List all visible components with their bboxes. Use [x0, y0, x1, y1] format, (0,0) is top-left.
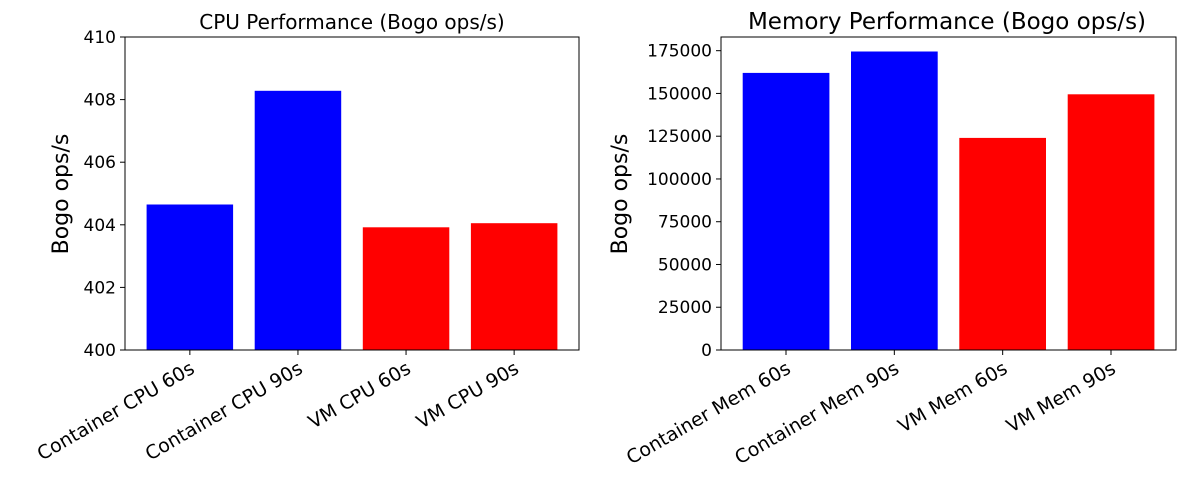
memory-y-tick-label: 25000	[658, 298, 712, 318]
cpu-bars	[146, 90, 558, 351]
memory-plot-frame	[720, 36, 1177, 351]
cpu-y-tick-label: 402	[84, 278, 116, 298]
cpu-y-ticks: 400 402 404 406 408 410	[84, 28, 125, 361]
memory-y-tick-label: 125000	[647, 127, 712, 147]
memory-y-tick-label: 100000	[647, 170, 712, 190]
cpu-bar-4	[470, 223, 558, 350]
cpu-performance-chart: CPU Performance (Bogo ops/s) Bogo ops/s …	[34, 10, 580, 465]
memory-y-tick-label: 50000	[658, 255, 712, 275]
memory-bars	[742, 51, 1155, 351]
memory-chart-title: Memory Performance (Bogo ops/s)	[748, 9, 1146, 35]
cpu-x-tick-label: VM CPU 60s	[305, 357, 415, 433]
cpu-chart-title: CPU Performance (Bogo ops/s)	[199, 10, 504, 34]
cpu-y-tick-label: 404	[84, 216, 116, 236]
memory-bar-3	[959, 137, 1046, 350]
memory-y-axis-label: Bogo ops/s	[608, 134, 633, 255]
memory-y-tick-label: 75000	[658, 213, 712, 233]
memory-bar-2	[851, 51, 938, 350]
memory-y-tick-label: 0	[701, 341, 712, 361]
cpu-y-tick-label: 408	[84, 91, 116, 111]
cpu-y-axis-label: Bogo ops/s	[49, 134, 74, 255]
memory-bar-4	[1067, 94, 1155, 350]
cpu-plot-frame	[124, 36, 580, 351]
cpu-bar-3	[362, 227, 450, 350]
cpu-y-tick-label: 400	[84, 341, 116, 361]
memory-y-tick-label: 150000	[647, 84, 712, 104]
cpu-bar-1	[146, 204, 234, 350]
cpu-bar-2	[254, 90, 342, 351]
memory-performance-chart: Memory Performance (Bogo ops/s) Bogo ops…	[608, 9, 1177, 469]
memory-x-tick-label: VM Mem 90s	[1003, 357, 1120, 437]
memory-y-tick-label: 175000	[647, 42, 712, 62]
cpu-y-tick-label: 410	[84, 28, 116, 48]
cpu-x-tick-label: VM CPU 90s	[413, 357, 523, 433]
memory-x-tick-label: VM Mem 60s	[894, 357, 1011, 437]
memory-y-ticks: 0 25000 50000 75000 100000 125000 150000 175000	[647, 42, 721, 361]
cpu-y-tick-label: 406	[84, 153, 116, 173]
memory-bar-1	[742, 72, 830, 351]
